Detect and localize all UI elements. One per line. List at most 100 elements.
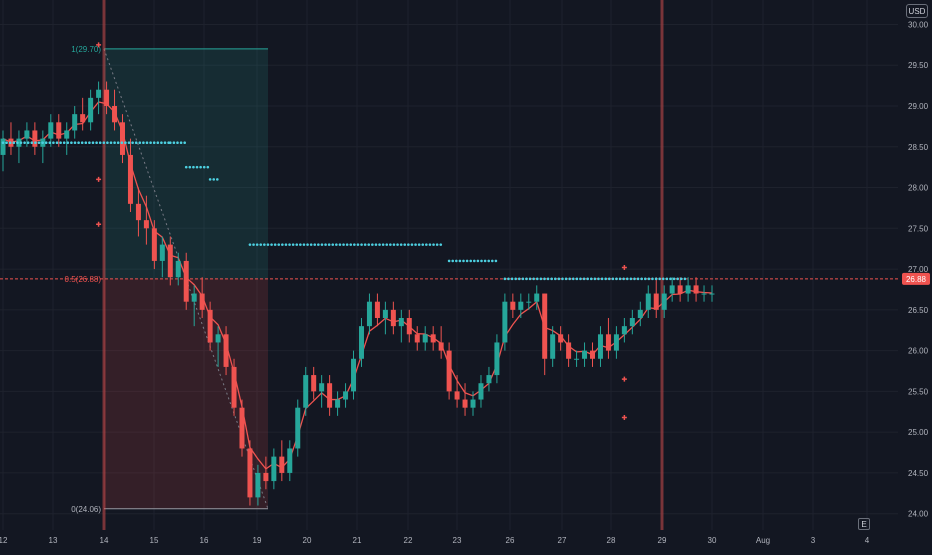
candle-body [470,399,476,408]
current-price-tag [902,272,930,285]
currency-button[interactable]: USD [906,4,928,18]
candle-body [406,318,412,335]
level-dot [473,259,476,263]
price-tick-label: 24.00 [908,510,929,519]
candle-body [574,358,580,360]
candle-body [104,89,110,106]
time-tick-label: 27 [558,536,567,545]
time-tick-label: 12 [0,536,8,545]
level-dot [91,141,95,144]
level-dot [149,141,152,144]
candle-body [32,130,38,147]
level-dot [8,141,12,144]
session-highlight-line [102,0,106,530]
level-dot [195,165,199,169]
candle-body [613,334,619,351]
candle-body [526,301,532,303]
level-dot [98,141,102,144]
price-tick-label: 28.00 [908,184,929,193]
level-dot [455,259,458,263]
signal-marker [96,176,102,182]
level-dot [643,277,647,281]
time-tick-label: 29 [658,536,667,545]
level-dot [611,277,615,281]
candle-body [303,375,309,408]
candle-body [295,407,301,449]
level-dot [116,141,120,144]
level-dot [263,243,266,246]
candle-body [119,122,125,155]
current-price-label: 26.88 [906,275,927,284]
level-dot [291,243,295,246]
level-dot [658,277,661,281]
candle-body [422,334,428,343]
level-dot [571,277,575,281]
level-dot [183,141,186,144]
level-dot [288,243,291,246]
candle-body [247,448,253,498]
candle-body [255,472,261,498]
level-dot [266,243,270,246]
level-dot [507,277,510,281]
level-dot [5,141,8,144]
level-dot [503,277,507,281]
level-dot [629,277,633,281]
level-dot [259,243,263,246]
price-tick-label: 29.00 [908,102,929,111]
candle-body [661,293,667,310]
level-dot [458,259,462,263]
level-dot [12,141,16,144]
candle-body [167,244,173,278]
level-dot [138,141,142,144]
fib-label-05: 0.5(26.88) [65,275,102,284]
level-dot [539,277,543,281]
level-dot [586,277,589,281]
level-dot [491,259,494,263]
level-dot [142,141,145,144]
level-dot [208,178,212,181]
candle-body [311,375,317,392]
candle-body [287,448,293,473]
fibonacci-retracement[interactable]: 1(29.70) 0.5(26.88) 0(24.06) [0,45,898,514]
candle-body [143,220,149,229]
time-tick-label: 21 [353,536,362,545]
candle-body [223,334,229,367]
level-dot [30,141,34,144]
level-dot [371,243,374,246]
candle-body [72,114,78,131]
level-dot [156,141,160,144]
level-dot [561,277,564,281]
candle-body [566,342,572,359]
candle-body [358,326,364,359]
level-dot [640,277,643,281]
level-dot [331,243,335,246]
level-dot [589,277,593,281]
candle-body [629,318,635,327]
level-dot [564,277,568,281]
level-dot [550,277,553,281]
candle-body [279,456,285,473]
level-dot [487,259,491,263]
level-dot [202,165,206,169]
level-dot [95,141,98,144]
level-dot [199,165,202,169]
level-dot [389,243,392,246]
candle-body [430,334,436,343]
level-dot [73,141,77,144]
level-dot [80,141,84,144]
scale-mode-button[interactable]: E [858,518,870,530]
level-dot [428,243,432,246]
time-tick-label: 16 [200,536,209,545]
level-dot [62,141,66,144]
level-dot [568,277,571,281]
level-dot [439,243,443,246]
level-dot [528,277,532,281]
candle-body [669,285,675,294]
signal-marker [621,376,627,382]
candle-body [462,399,468,408]
candle-body [590,350,596,359]
price-tick-label: 30.00 [908,20,929,29]
level-dot [37,141,41,144]
